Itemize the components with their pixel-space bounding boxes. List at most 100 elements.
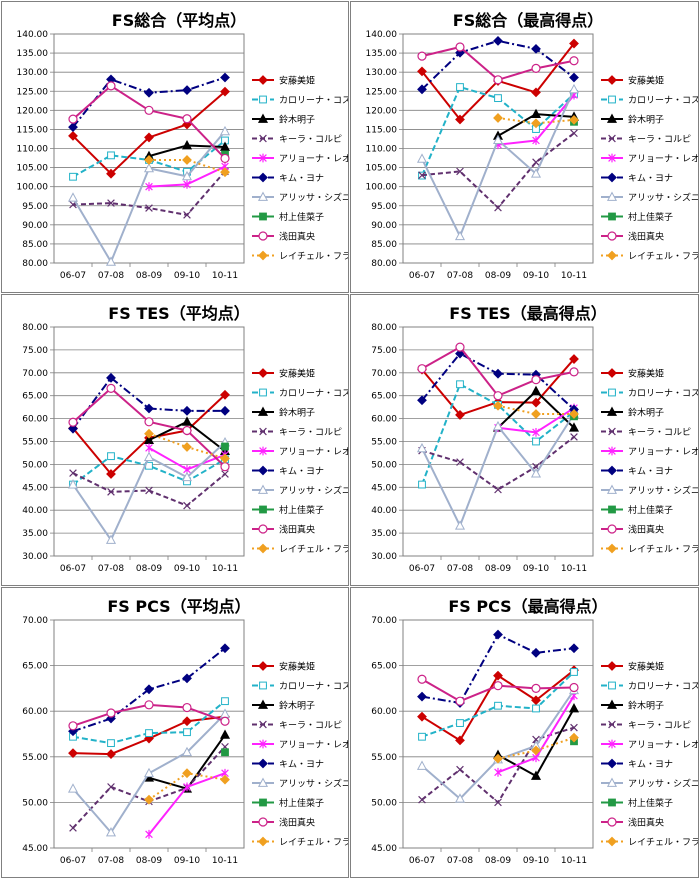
y-tick-label: 70.00 [22, 616, 48, 626]
data-point [569, 354, 579, 364]
legend-marker [608, 798, 616, 807]
series-9 [144, 768, 230, 805]
x-tick-label: 10-11 [212, 564, 238, 574]
legend: 安藤美姫カロリーナ・コストナー鈴木明子キーラ・コルピアリョーナ・レオノワキム・ヨ… [252, 368, 348, 555]
chart-svg: FS総合（最高得点） 80.00 85.00 90.00 95.00 100.00 105.… [366, 11, 699, 281]
y-tick-label: 30.00 [371, 552, 397, 562]
legend-marker [259, 427, 267, 436]
legend-label: レイチェル・フラット [628, 544, 698, 555]
data-point [493, 113, 503, 123]
data-point [454, 793, 466, 803]
legend-marker [606, 406, 618, 416]
data-point [144, 733, 154, 744]
legend-marker [608, 505, 616, 514]
data-point [67, 479, 79, 489]
data-point [418, 795, 426, 804]
data-point [106, 469, 116, 479]
y-tick-label: 75.00 [22, 346, 48, 356]
chart-svg: FS TES（最高得点） 30.00 35.00 40.00 45.00 50.00 55.… [371, 304, 698, 574]
data-point [531, 409, 541, 419]
y-tick-label: 65.00 [22, 392, 48, 402]
series-7 [221, 442, 229, 451]
data-point [569, 56, 579, 66]
x-tick-label: 07-08 [98, 564, 124, 574]
legend-marker [259, 798, 267, 807]
x-tick-label: 08-09 [485, 564, 511, 574]
data-point [107, 488, 115, 496]
data-point [106, 383, 116, 393]
data-point [569, 682, 579, 693]
y-tick-label: 45.00 [22, 483, 48, 493]
legend-label: 安藤美姫 [628, 75, 664, 87]
series-7 [221, 748, 229, 757]
chart-svg: FS総合（平均点） 80.00 85.00 90.00 95.00 100.00 105.0… [17, 11, 349, 281]
data-point [145, 443, 153, 453]
y-tick-label: 60.00 [371, 707, 397, 717]
y-tick-label: 100.00 [17, 183, 49, 193]
data-point [417, 674, 427, 684]
legend-label: キーラ・コルピ [279, 427, 342, 438]
data-point [568, 83, 580, 94]
legend-label: キム・ヨナ [279, 759, 324, 770]
legend-label: アリッサ・シズニー [279, 778, 348, 790]
data-point [530, 108, 542, 119]
legend-label: アリッサ・シズニー [628, 192, 698, 204]
x-tick-label: 09-10 [174, 564, 200, 574]
data-point [570, 668, 578, 676]
series-3 [69, 469, 229, 510]
data-point [181, 471, 193, 482]
data-point [106, 713, 116, 724]
legend-label: 村上佳菜子 [279, 504, 324, 516]
legend-marker [257, 484, 269, 494]
legend-marker [608, 388, 616, 397]
data-point [105, 534, 117, 544]
legend-label: キム・ヨナ [628, 466, 673, 477]
series-8 [417, 42, 579, 85]
x-tick-label: 08-09 [136, 564, 162, 574]
y-tick-label: 35.00 [371, 529, 397, 539]
data-point [416, 153, 428, 163]
chart-title: FS総合（最高得点） [453, 11, 603, 30]
chart-title: FS TES（最高得点） [449, 304, 606, 323]
data-point [183, 179, 191, 189]
y-tick-label: 90.00 [22, 221, 48, 231]
series-5 [68, 72, 230, 133]
y-tick-label: 50.00 [22, 460, 48, 470]
data-point [456, 458, 464, 466]
data-point [221, 470, 229, 478]
data-point [68, 423, 78, 434]
data-point [144, 105, 154, 115]
data-point [219, 125, 231, 136]
legend-marker [607, 661, 617, 671]
legend-label: レイチェル・フラット [279, 251, 348, 262]
legend-marker [259, 95, 267, 104]
legend-label: カロリーナ・コストナー [279, 95, 348, 106]
chart-fs-pcs-average: FS PCS（平均点） 45.00 50.00 55.00 60.00 65.00 70.0… [1, 587, 349, 878]
legend-label: 安藤美姫 [279, 368, 315, 380]
data-point [182, 155, 192, 165]
legend-label: 村上佳菜子 [279, 797, 324, 809]
legend-marker [258, 524, 268, 534]
data-point [417, 691, 427, 702]
data-point [531, 87, 541, 98]
data-point [220, 716, 230, 726]
x-tick-label: 06-07 [60, 856, 86, 866]
data-point [532, 427, 540, 437]
y-tick-label: 140.00 [17, 30, 49, 40]
data-point [456, 765, 464, 774]
legend-marker [257, 777, 269, 787]
y-tick-label: 80.00 [371, 259, 397, 269]
series-6 [67, 708, 231, 837]
legend-label: 安藤美姫 [628, 661, 664, 673]
legend-marker [606, 113, 618, 123]
data-point [220, 167, 230, 178]
legend-marker [258, 75, 268, 85]
data-point [494, 485, 502, 494]
series-5 [417, 35, 579, 95]
data-point [107, 783, 115, 791]
chart-svg: FS PCS（最高得点） 45.00 50.00 55.00 60.00 65.00 70.… [371, 597, 698, 866]
series-0 [68, 711, 230, 759]
x-tick-label: 10-11 [212, 271, 238, 281]
data-point [531, 43, 541, 54]
data-point [106, 372, 116, 383]
